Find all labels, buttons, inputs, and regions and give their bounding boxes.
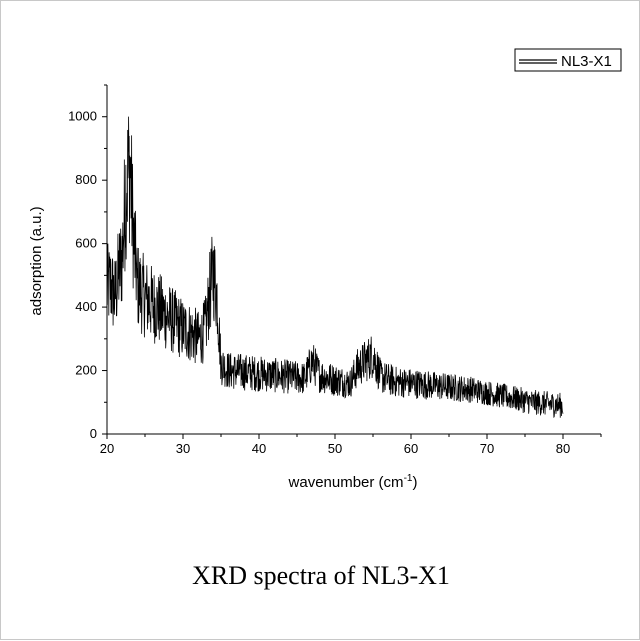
y-axis-label: adsorption (a.u.) (28, 206, 45, 315)
y-tick-label: 800 (75, 172, 97, 187)
legend-box (514, 48, 622, 72)
x-tick-label: 20 (100, 441, 114, 456)
y-tick-label: 0 (90, 426, 97, 441)
series-line-nl3-x1 (106, 116, 564, 418)
x-tick-label: 70 (480, 441, 494, 456)
x-axis-label: wavenumber (cm-1) (288, 473, 418, 491)
y-tick-label: 400 (75, 299, 97, 314)
x-tick-label: 40 (252, 441, 266, 456)
x-tick-label: 30 (176, 441, 190, 456)
legend: NL3-X1 (514, 48, 622, 72)
y-tick-label: 200 (75, 363, 97, 378)
x-tick-label: 60 (404, 441, 418, 456)
x-tick-label: 80 (556, 441, 570, 456)
figure-caption: XRD spectra of NL3-X1 (192, 561, 450, 590)
axes-group (106, 85, 601, 435)
y-tick-label: 1000 (68, 109, 97, 124)
y-tick-label: 600 (75, 236, 97, 251)
x-tick-label: 50 (328, 441, 342, 456)
legend-entry-label: NL3-X1 (561, 53, 612, 70)
plot-area (106, 116, 564, 418)
